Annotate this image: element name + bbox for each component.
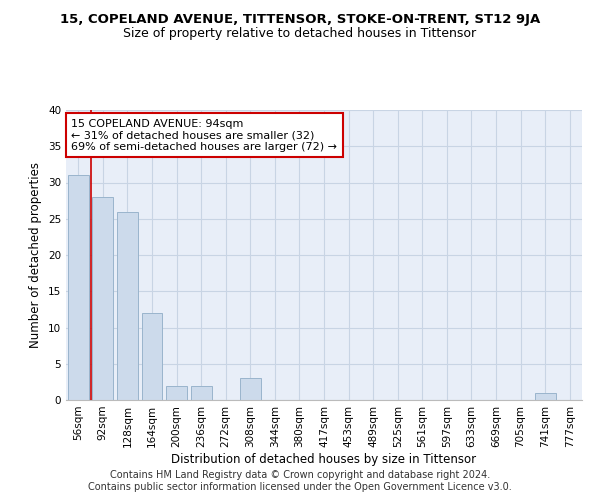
X-axis label: Distribution of detached houses by size in Tittensor: Distribution of detached houses by size … — [172, 452, 476, 466]
Text: Contains public sector information licensed under the Open Government Licence v3: Contains public sector information licen… — [88, 482, 512, 492]
Text: 15 COPELAND AVENUE: 94sqm
← 31% of detached houses are smaller (32)
69% of semi-: 15 COPELAND AVENUE: 94sqm ← 31% of detac… — [71, 118, 337, 152]
Bar — [92, 197, 113, 400]
Y-axis label: Number of detached properties: Number of detached properties — [29, 162, 43, 348]
Bar — [191, 386, 212, 400]
Text: Size of property relative to detached houses in Tittensor: Size of property relative to detached ho… — [124, 28, 476, 40]
Bar — [166, 386, 187, 400]
Bar — [117, 212, 138, 400]
Bar — [240, 378, 261, 400]
Bar — [535, 393, 556, 400]
Bar — [68, 176, 89, 400]
Bar — [142, 313, 163, 400]
Text: Contains HM Land Registry data © Crown copyright and database right 2024.: Contains HM Land Registry data © Crown c… — [110, 470, 490, 480]
Text: 15, COPELAND AVENUE, TITTENSOR, STOKE-ON-TRENT, ST12 9JA: 15, COPELAND AVENUE, TITTENSOR, STOKE-ON… — [60, 12, 540, 26]
